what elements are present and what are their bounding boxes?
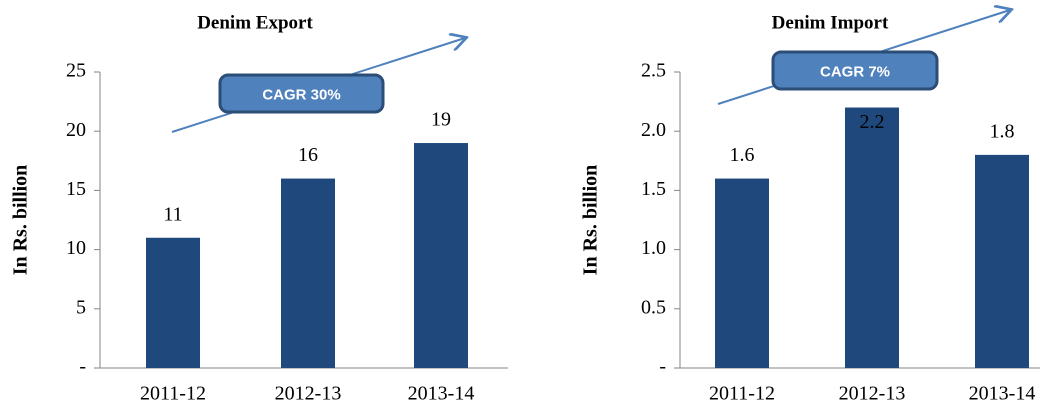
data-label: 1.6 — [730, 144, 755, 166]
cagr-box — [218, 73, 385, 114]
cagr-label: CAGR 7% — [820, 63, 890, 80]
bar — [414, 143, 468, 368]
bar — [715, 178, 769, 368]
cagr-label: CAGR 30% — [262, 86, 340, 103]
y-axis-label: In Rs. billion — [10, 165, 32, 276]
y-tick-label: 15 — [66, 178, 86, 200]
y-tick-label: 25 — [66, 60, 86, 82]
y-tick-label: 20 — [66, 119, 86, 141]
x-tick-label: 2013-14 — [969, 383, 1036, 405]
y-tick-label: 0.5 — [641, 296, 666, 318]
data-label: 2.2 — [860, 111, 885, 133]
x-tick-label: 2013-14 — [408, 383, 475, 405]
bar — [975, 154, 1029, 368]
y-tick-label: 2.5 — [641, 60, 666, 82]
data-label: 1.8 — [990, 120, 1015, 142]
y-axis-label: In Rs. billion — [580, 165, 602, 276]
data-label: 16 — [298, 144, 318, 166]
x-tick-label: 2012-13 — [275, 383, 342, 405]
x-tick-label: 2011-12 — [140, 383, 206, 405]
y-tick-label: 10 — [66, 237, 86, 259]
y-tick-label: 5 — [76, 296, 86, 318]
cagr-box — [771, 50, 939, 91]
data-label: 11 — [163, 203, 182, 225]
y-tick-label: 2.0 — [641, 119, 666, 141]
bar — [281, 178, 335, 368]
y-tick-label: - — [79, 356, 86, 378]
bar — [845, 107, 899, 369]
chart-title: Denim Export — [197, 12, 313, 33]
data-label: 19 — [431, 109, 451, 131]
y-tick-label: - — [659, 356, 666, 378]
x-tick-label: 2012-13 — [839, 383, 906, 405]
chart-title: Denim Import — [772, 12, 889, 33]
bar — [146, 237, 200, 368]
y-tick-label: 1.5 — [641, 178, 666, 200]
x-tick-label: 2011-12 — [709, 383, 775, 405]
y-tick-label: 1.0 — [641, 237, 666, 259]
